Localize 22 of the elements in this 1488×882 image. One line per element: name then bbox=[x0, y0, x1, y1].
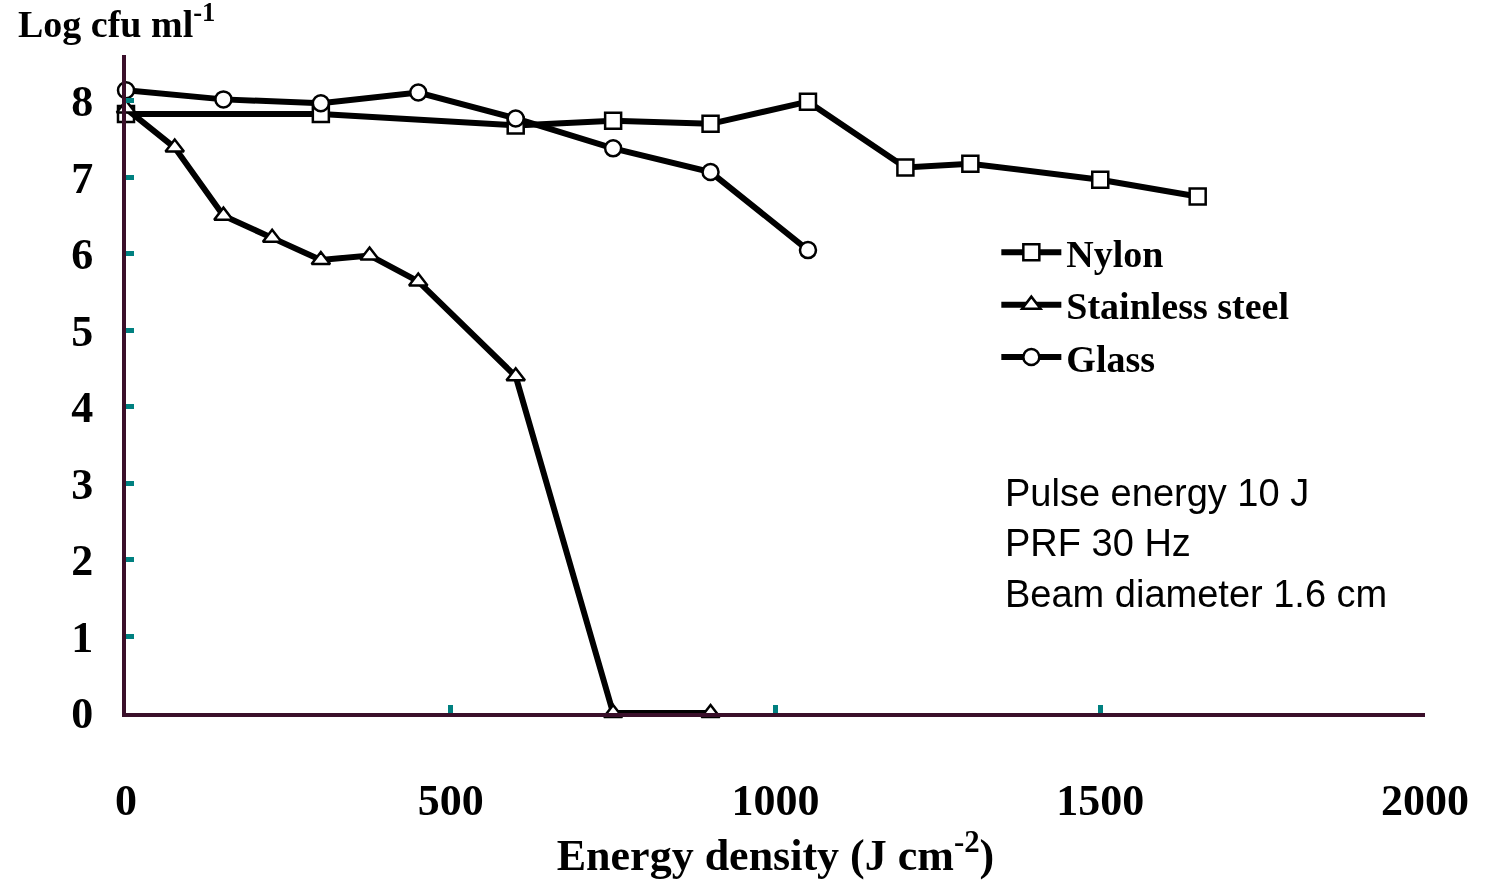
y-tick-label: 3 bbox=[71, 459, 94, 509]
annotation: Pulse energy 10 J bbox=[1005, 472, 1310, 514]
legend-label: Stainless steel bbox=[1066, 285, 1290, 328]
y-tick-label: 4 bbox=[71, 383, 94, 433]
annotation: PRF 30 Hz bbox=[1005, 522, 1191, 564]
legend-label: Nylon bbox=[1066, 233, 1164, 276]
y-tick-label: 0 bbox=[71, 689, 94, 739]
y-axis-title: Log cfu ml$^{-1}$ bbox=[18, 0, 216, 45]
x-tick-label: 0 bbox=[115, 775, 137, 825]
x-tick-label: 1000 bbox=[731, 775, 820, 825]
x-axis-title: Energy density (J cm$^{-2}$) bbox=[556, 824, 995, 881]
x-tick-label: 2000 bbox=[1381, 775, 1469, 825]
y-tick-label: 6 bbox=[71, 230, 94, 280]
y-tick-label: 8 bbox=[71, 77, 94, 127]
x-tick-label: 500 bbox=[417, 775, 484, 825]
y-tick-label: 2 bbox=[71, 536, 94, 586]
annotation: Beam diameter 1.6 cm bbox=[1005, 573, 1388, 615]
y-tick-label: 1 bbox=[71, 612, 94, 662]
y-tick-label: 5 bbox=[71, 306, 94, 356]
y-tick-label: 7 bbox=[71, 153, 94, 203]
x-tick-label: 1500 bbox=[1056, 775, 1145, 825]
legend-label: Glass bbox=[1066, 337, 1156, 380]
